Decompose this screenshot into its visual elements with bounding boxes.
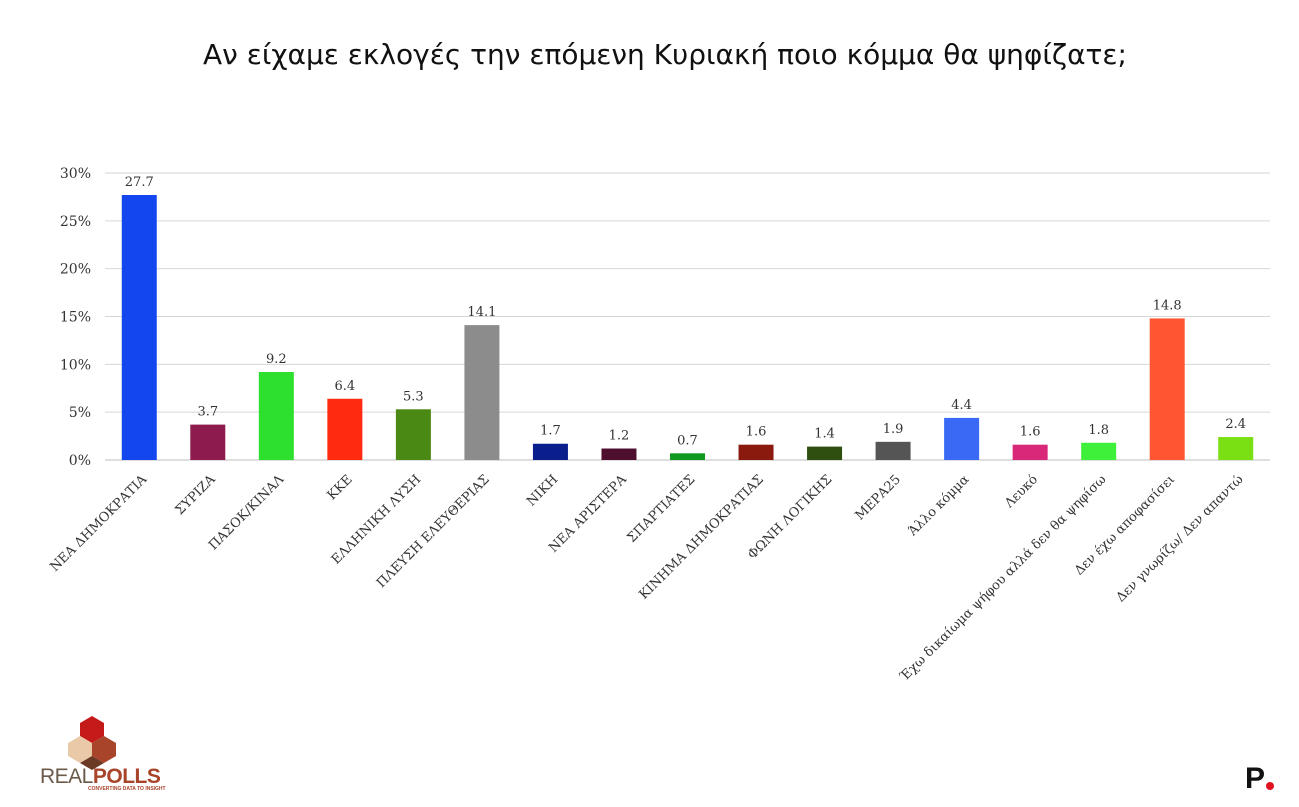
gridlines	[105, 172, 1270, 461]
data-label: 4.4	[951, 398, 972, 413]
y-tick-label: 15%	[60, 310, 91, 326]
data-label: 0.7	[677, 433, 698, 448]
logo-tagline: CONVERTING DATA TO INSIGHT	[88, 786, 166, 792]
x-tick-label: ΚΚΕ	[325, 472, 356, 503]
y-tick-label: 25%	[60, 214, 91, 230]
data-label: 1.9	[883, 422, 904, 437]
data-label: 14.8	[1153, 298, 1182, 313]
bar	[258, 371, 294, 460]
data-label: 1.4	[814, 427, 835, 442]
x-tick-label: ΜΕΡΑ25	[853, 472, 904, 523]
data-labels: 27.7 3.7 9.2 6.4 5.3 14.1 1.7 1.2 0.7 1.6 1.4 1.9 4.…	[125, 175, 1246, 448]
bars	[121, 195, 1254, 460]
data-label: 1.2	[609, 429, 630, 444]
y-axis: 0% 5% 10% 15% 20% 25% 30%	[60, 166, 91, 469]
bar	[601, 448, 637, 460]
y-tick-label: 30%	[60, 166, 91, 182]
realpolls-logo-icon	[68, 716, 116, 770]
logo-wordmark: REALPOLLS	[40, 765, 161, 788]
publisher-mark: P	[1245, 762, 1266, 795]
chart-title: Αν είχαμε εκλογές την επόμενη Κυριακή πο…	[203, 38, 1127, 71]
y-tick-label: 10%	[60, 357, 91, 373]
data-label: 9.2	[266, 352, 287, 367]
y-tick-label: 5%	[69, 405, 91, 421]
bar	[327, 398, 363, 460]
bar	[875, 441, 911, 460]
publisher-mark-dot	[1266, 782, 1274, 790]
x-tick-label: ΚΙΝΗΜΑ ΔΗΜΟΚΡΑΤΙΑΣ	[637, 472, 767, 602]
data-label: 27.7	[125, 175, 154, 190]
data-label: 1.7	[540, 424, 561, 439]
bar	[738, 444, 774, 460]
x-tick-label: ΠΛΕΥΣΗ ΕΛΕΥΘΕΡΙΑΣ	[374, 472, 493, 591]
bar	[1012, 444, 1048, 460]
bar	[1149, 318, 1185, 460]
data-label: 1.8	[1088, 423, 1109, 438]
data-label: 5.3	[403, 389, 424, 404]
bar	[1218, 437, 1254, 460]
data-label: 2.4	[1225, 417, 1246, 432]
bar	[190, 424, 226, 460]
bar	[395, 409, 431, 460]
x-tick-label: Δεν γνωρίζω/ Δεν απαντώ	[1113, 472, 1246, 605]
bar	[532, 443, 568, 460]
bar	[1081, 442, 1117, 460]
bar	[670, 453, 705, 460]
x-tick-label: ΣΠΑΡΤΙΑΤΕΣ	[625, 472, 699, 546]
x-tick-label: ΣΥΡΙΖΑ	[173, 472, 219, 518]
data-label: 1.6	[746, 425, 767, 440]
x-tick-label: Άλλο κόμμα	[905, 472, 973, 540]
y-tick-label: 20%	[60, 262, 91, 278]
bar	[807, 446, 843, 460]
bar	[944, 417, 980, 460]
x-tick-label: ΝΕΑ ΔΗΜΟΚΡΑΤΙΑ	[47, 472, 150, 575]
data-label: 1.6	[1020, 425, 1041, 440]
x-tick-label: Λευκό	[1001, 472, 1041, 512]
x-tick-label: ΠΑΣΟΚ/ΚΙΝΑΛ	[206, 472, 288, 554]
y-tick-label: 0%	[69, 453, 91, 469]
x-tick-label: ΝΙΚΗ	[524, 472, 561, 509]
bar	[464, 325, 500, 460]
data-label: 14.1	[467, 305, 496, 320]
bar	[121, 195, 157, 460]
data-label: 6.4	[335, 379, 356, 394]
data-label: 3.7	[197, 405, 218, 420]
